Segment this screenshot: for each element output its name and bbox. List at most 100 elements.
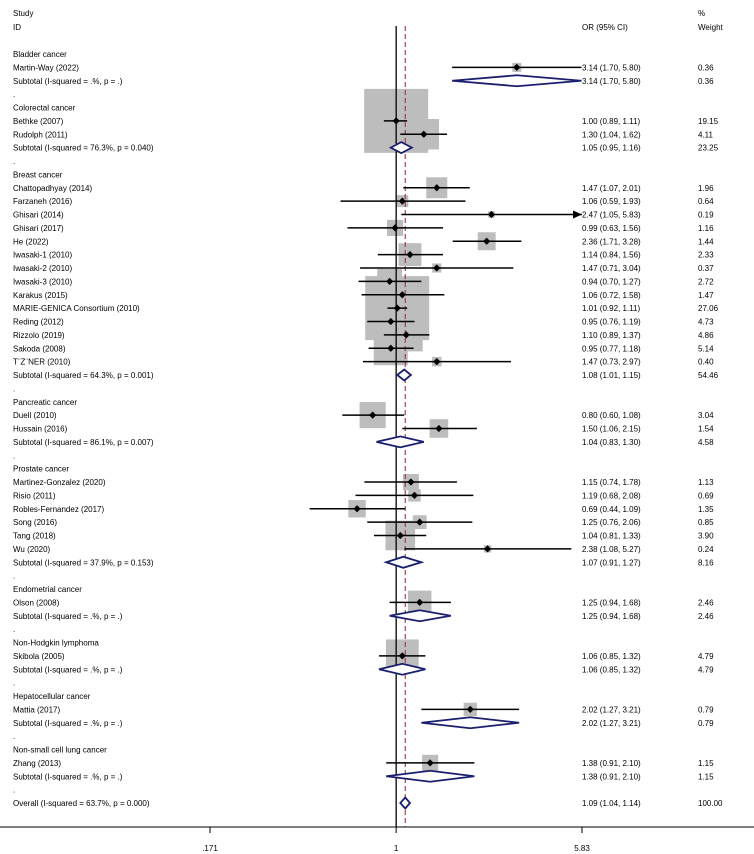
or-ci-value: 1.07 (0.91, 1.27) bbox=[582, 558, 641, 567]
or-ci-value: 1.09 (1.04, 1.14) bbox=[582, 799, 641, 808]
subtotal-diamond bbox=[421, 716, 520, 730]
or-ci-value: 1.10 (0.89, 1.37) bbox=[582, 331, 641, 340]
point-estimate bbox=[416, 598, 424, 606]
subtotal-diamond bbox=[378, 662, 426, 676]
or-ci-value: 0.69 (0.44, 1.09) bbox=[582, 505, 641, 514]
weight-value: 1.47 bbox=[698, 291, 714, 300]
weight-value: 2.72 bbox=[698, 277, 714, 286]
or-ci-value: 1.47 (0.73, 2.97) bbox=[582, 358, 641, 367]
point-estimate bbox=[483, 545, 492, 553]
or-ci-value: 1.04 (0.81, 1.33) bbox=[582, 532, 641, 541]
separator-dot: . bbox=[13, 451, 15, 460]
point-estimate bbox=[435, 424, 443, 433]
or-ci-value: 1.38 (0.91, 2.10) bbox=[582, 759, 641, 768]
or-ci-value: 1.30 (1.04, 1.62) bbox=[582, 130, 641, 139]
group-label: Breast cancer bbox=[13, 170, 63, 179]
weight-value: 19.15 bbox=[698, 117, 719, 126]
point-estimate bbox=[391, 224, 399, 232]
or-ci-value: 1.19 (0.68, 2.08) bbox=[582, 491, 641, 500]
weight-value: 5.14 bbox=[698, 344, 714, 353]
subtotal-diamond bbox=[388, 141, 414, 155]
or-ci-value: 1.47 (1.07, 2.01) bbox=[582, 184, 641, 193]
weight-value: 1.54 bbox=[698, 425, 714, 434]
separator-dot: . bbox=[13, 679, 15, 688]
subtotal-diamond bbox=[395, 368, 413, 382]
group-label: Prostate cancer bbox=[13, 465, 69, 474]
group-label: Pancreatic cancer bbox=[13, 398, 77, 407]
study-label: Karakus (2015) bbox=[13, 291, 68, 300]
separator-dot: . bbox=[13, 625, 15, 634]
weight-value: 0.69 bbox=[698, 491, 714, 500]
subtotal-diamond bbox=[389, 609, 452, 623]
point-estimate bbox=[402, 331, 410, 339]
weight-value: 4.86 bbox=[698, 331, 714, 340]
or-ci-value: 1.25 (0.94, 1.68) bbox=[582, 598, 641, 607]
group-label: Colorectal cancer bbox=[13, 104, 76, 113]
study-label: Iwasaki-1 (2010) bbox=[13, 251, 72, 260]
point-estimate bbox=[416, 518, 424, 526]
or-ci-value: 2.38 (1.08, 5.27) bbox=[582, 545, 641, 554]
or-ci-value: 1.15 (0.74, 1.78) bbox=[582, 478, 641, 487]
weight-value: 4.11 bbox=[698, 130, 714, 139]
study-label: Robles-Fernandez (2017) bbox=[13, 505, 104, 514]
study-label: MARIE-GENICA Consortium (2010) bbox=[13, 304, 140, 313]
study-label: Hussain (2016) bbox=[13, 425, 68, 434]
or-ci-value: 1.47 (0.71, 3.04) bbox=[582, 264, 641, 273]
or-ci-value: 2.02 (1.27, 3.21) bbox=[582, 705, 641, 714]
x-tick-label: 5.83 bbox=[574, 844, 590, 853]
subtotal-label: Subtotal (I-squared = .%, p = .) bbox=[13, 665, 123, 674]
header-weight: Weight bbox=[698, 23, 724, 32]
weight-value: 0.40 bbox=[698, 358, 714, 367]
study-label: Duell (2010) bbox=[13, 411, 57, 420]
subtotal-label: Subtotal (I-squared = .%, p = .) bbox=[13, 772, 123, 781]
point-estimate bbox=[398, 197, 406, 205]
point-estimate bbox=[387, 344, 395, 352]
weight-value: 0.19 bbox=[698, 211, 714, 220]
weight-value: 2.33 bbox=[698, 251, 714, 260]
or-ci-value: 0.99 (0.63, 1.56) bbox=[582, 224, 641, 233]
study-label: Martinez-Gonzalez (2020) bbox=[13, 478, 106, 487]
group-label: Non-Hodgkin lymphoma bbox=[13, 639, 99, 648]
or-ci-value: 3.14 (1.70, 5.80) bbox=[582, 63, 641, 72]
overall-label: Overall (I-squared = 63.7%, p = 0.000) bbox=[13, 799, 150, 808]
point-estimate bbox=[392, 117, 400, 125]
weight-value: 0.79 bbox=[698, 719, 714, 728]
ci-arrow bbox=[573, 210, 582, 219]
study-label: He (2022) bbox=[13, 237, 49, 246]
or-ci-value: 1.50 (1.06, 2.15) bbox=[582, 425, 641, 434]
point-estimate bbox=[420, 130, 428, 138]
separator-dot: . bbox=[13, 786, 15, 795]
weight-value: 0.64 bbox=[698, 197, 714, 206]
weight-value: 27.06 bbox=[698, 304, 719, 313]
study-label: Olson (2008) bbox=[13, 598, 60, 607]
point-estimate bbox=[487, 210, 496, 219]
point-estimate bbox=[396, 531, 404, 540]
or-ci-value: 1.01 (0.92, 1.11) bbox=[582, 304, 640, 313]
or-ci-value: 1.00 (0.89, 1.11) bbox=[582, 117, 640, 126]
point-estimate bbox=[369, 411, 377, 419]
or-ci-value: 1.38 (0.91, 2.10) bbox=[582, 772, 641, 781]
point-estimate bbox=[398, 291, 406, 299]
point-estimate bbox=[353, 505, 361, 513]
subtotal-label: Subtotal (I-squared = 86.1%, p = 0.007) bbox=[13, 438, 154, 447]
point-estimate bbox=[433, 184, 441, 192]
weight-value: 4.58 bbox=[698, 438, 714, 447]
weight-value: 0.85 bbox=[698, 518, 714, 527]
x-tick-label: .171 bbox=[202, 844, 218, 853]
weight-value: 4.79 bbox=[698, 665, 714, 674]
weight-value: 8.16 bbox=[698, 558, 714, 567]
header-study: Study bbox=[13, 9, 33, 18]
weight-value: 2.46 bbox=[698, 612, 714, 621]
weight-value: 1.16 bbox=[698, 224, 714, 233]
weight-value: 3.04 bbox=[698, 411, 714, 420]
point-estimate bbox=[433, 264, 441, 272]
point-estimate bbox=[466, 705, 474, 713]
study-label: Rizzolo (2019) bbox=[13, 331, 65, 340]
point-estimate bbox=[433, 358, 441, 366]
study-label: Chattopadhyay (2014) bbox=[13, 184, 93, 193]
subtotal-diamond bbox=[452, 74, 582, 88]
study-label: Iwasaki-2 (2010) bbox=[13, 264, 72, 273]
point-estimate bbox=[406, 251, 414, 259]
weight-value: 1.13 bbox=[698, 478, 714, 487]
subtotal-label: Subtotal (I-squared = .%, p = .) bbox=[13, 612, 123, 621]
